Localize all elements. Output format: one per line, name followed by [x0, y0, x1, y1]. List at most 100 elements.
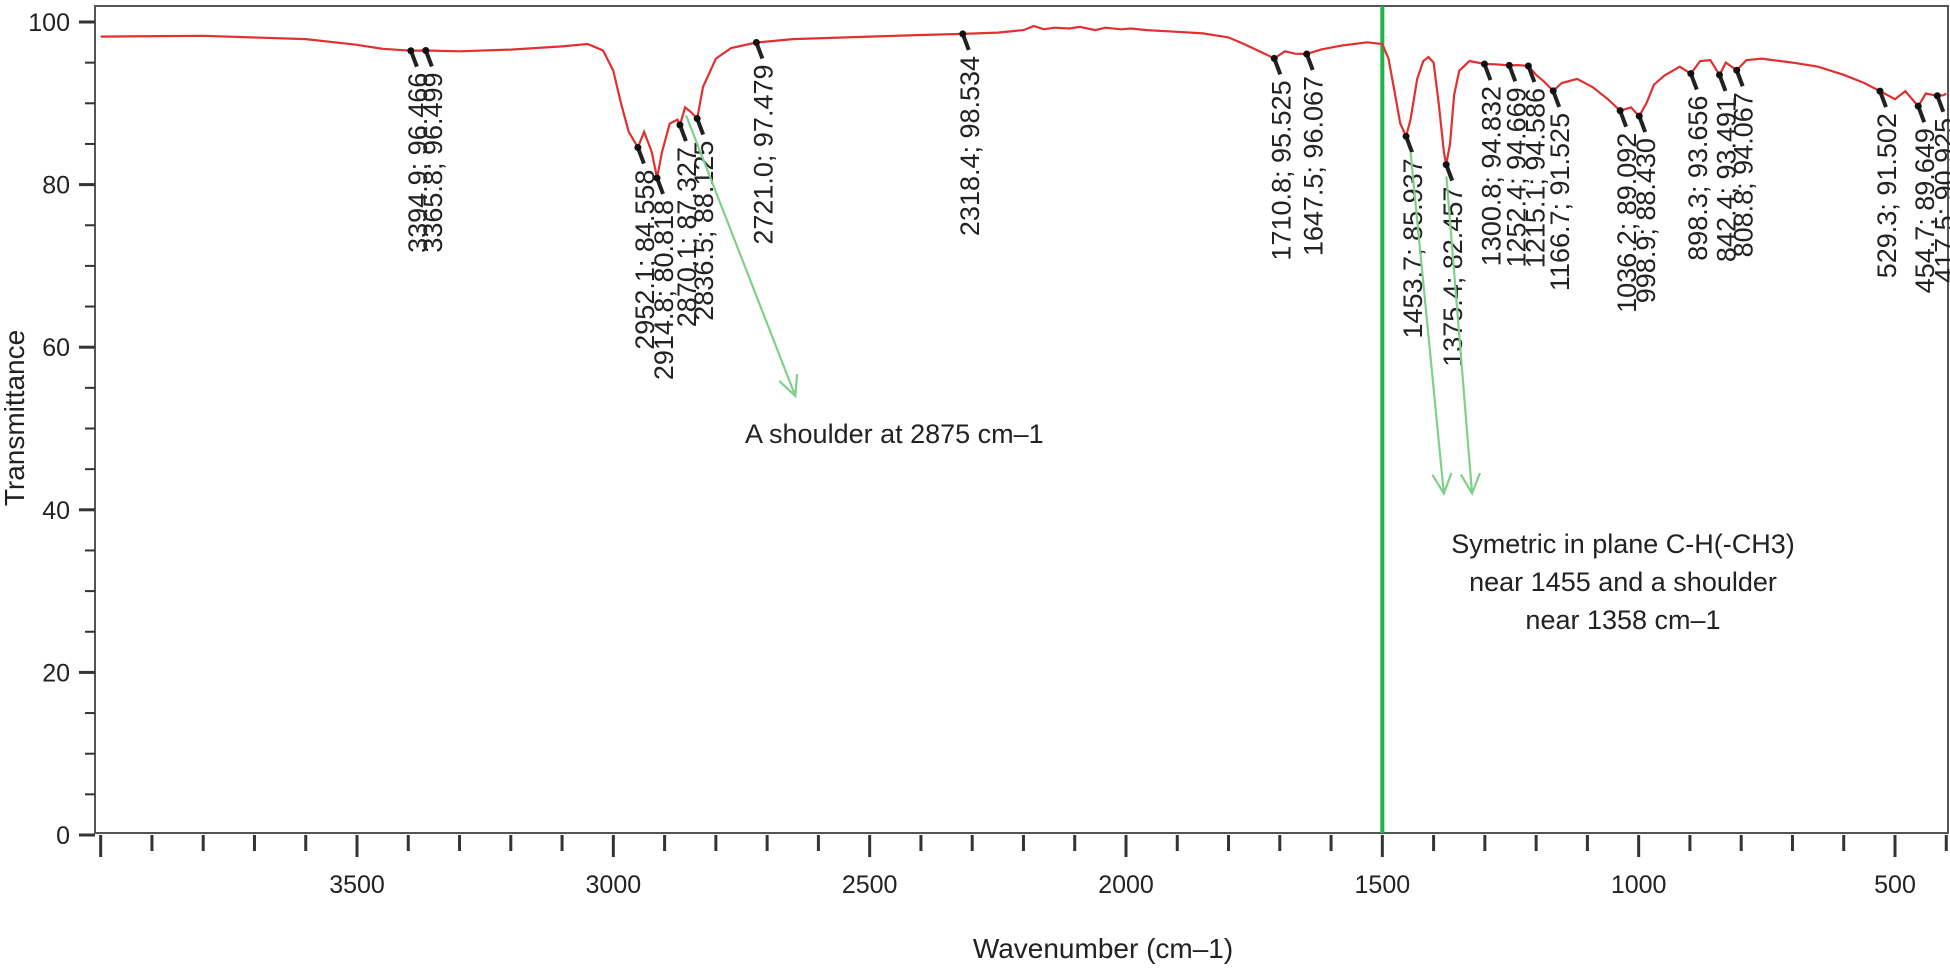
peak-dot	[1402, 132, 1410, 140]
peak-label: 842.4; 93.491	[1711, 97, 1741, 262]
peak-dot	[1549, 87, 1557, 95]
spectrum-line	[100, 24, 1947, 179]
x-tick-label: 1000	[1611, 871, 1667, 899]
peak-label: 454.7; 89.649	[1910, 128, 1940, 293]
peak-dot	[1914, 102, 1922, 110]
y-tick-label: 20	[42, 659, 70, 687]
peak-marker: 3394.9; 96.466	[403, 47, 433, 253]
peak-label: 2721.0; 97.479	[748, 64, 778, 244]
peak-label: 3394.9; 96.466	[403, 73, 433, 253]
peak-label: 2836.5; 88.125	[689, 141, 719, 321]
peak-marker: 1215.1; 94.586	[1520, 62, 1550, 268]
peak-dot	[1616, 107, 1624, 115]
axis-ticks	[79, 20, 1948, 857]
peak-marker: 1252.4; 94.669	[1501, 61, 1531, 268]
peak-label: 2914.8; 80.818	[649, 200, 679, 380]
peak-marker: 417.5; 90.925	[1929, 92, 1950, 283]
peak-marker: 454.7; 89.649	[1910, 102, 1940, 293]
x-tick-label: 2000	[1098, 871, 1154, 899]
peak-marker: 2318.4; 98.534	[955, 30, 985, 236]
peak-marker: 1647.5; 96.067	[1299, 50, 1329, 256]
x-tick-label: 1500	[1355, 871, 1411, 899]
peak-label: 1215.1; 94.586	[1520, 88, 1550, 268]
peak-marker: 3365.8; 96.499	[418, 46, 448, 253]
arrow-shaft	[1445, 176, 1474, 494]
peak-label: 1375.4; 82.457	[1438, 187, 1468, 367]
peak-label: 1036.2; 89.092	[1612, 133, 1642, 313]
peak-dot	[422, 46, 430, 54]
peak-dot	[1505, 61, 1513, 69]
peak-dot	[1933, 92, 1941, 100]
annotation-shoulder-2875-line-1: A shoulder at 2875 cm–1	[745, 419, 1044, 449]
peak-label: 417.5; 90.925	[1929, 118, 1950, 283]
peak-marker: 2952.1; 84.558	[630, 144, 660, 350]
peak-marker: 2914.8; 80.818	[649, 174, 679, 380]
peak-marker: 1375.4; 82.457	[1438, 161, 1468, 367]
peak-marker: 1166.7; 91.525	[1545, 87, 1575, 291]
peak-dot	[653, 174, 661, 182]
plot-frame	[94, 5, 1949, 834]
arrow-shaft	[1409, 151, 1445, 494]
annotation-ch3-bend-line-3: near 1358 cm–1	[1525, 605, 1720, 635]
annotation-arrow	[1409, 151, 1453, 497]
y-tick-label: 40	[42, 497, 70, 525]
peak-label: 529.3; 91.502	[1872, 113, 1902, 278]
arrow-head	[1431, 472, 1453, 497]
peak-marker: 842.4; 93.491	[1711, 71, 1741, 262]
peak-marker: 808.8; 94.067	[1729, 66, 1759, 257]
arrow-head	[778, 373, 799, 399]
annotation-arrow	[1445, 176, 1482, 497]
peak-marker: 529.3; 91.502	[1872, 87, 1902, 278]
x-tick-label: 3000	[586, 871, 642, 899]
peak-marker: 2721.0; 97.479	[748, 38, 778, 245]
peak-dot	[1442, 161, 1450, 169]
peak-dot	[1524, 62, 1532, 70]
y-tick-labels: 0 20 40 60 80 100	[28, 9, 70, 850]
peak-dot	[752, 38, 760, 46]
peak-dot	[407, 47, 415, 55]
peak-label: 1166.7; 91.525	[1545, 113, 1575, 291]
x-tick-label: 3500	[329, 871, 385, 899]
peak-dot	[1270, 54, 1278, 62]
peak-label: 1710.8; 95.525	[1266, 80, 1296, 260]
peak-dot	[1715, 71, 1723, 79]
peak-dot	[1635, 112, 1643, 120]
peak-label: 2318.4; 98.534	[955, 56, 985, 236]
peak-marker: 898.3; 93.656	[1683, 70, 1713, 261]
peak-marker: 2870.1; 87.327	[672, 121, 702, 327]
annotation-ch3-bend-line-1: Symetric in plane C-H(-CH3)	[1451, 529, 1795, 559]
peak-dot	[1733, 66, 1741, 74]
peak-dot	[1480, 60, 1488, 68]
annotation-arrows	[685, 115, 1482, 497]
peak-marker: 2836.5; 88.125	[689, 115, 719, 321]
x-tick-label: 500	[1874, 871, 1916, 899]
peak-label: 998.9; 88.430	[1631, 138, 1661, 303]
peak-label: 898.3; 93.656	[1683, 96, 1713, 261]
arrow-head	[1459, 472, 1482, 497]
arrow-shaft	[685, 115, 797, 397]
peak-label: 3365.8; 96.499	[418, 72, 448, 252]
peak-marker: 1710.8; 95.525	[1266, 54, 1296, 261]
peak-label: 2952.1; 84.558	[630, 170, 660, 350]
y-tick-label: 100	[28, 9, 70, 37]
y-tick-label: 80	[42, 172, 70, 200]
x-tick-labels: 3500 3000 2500 2000 1500 1000 500	[329, 871, 1916, 899]
y-tick-label: 60	[42, 334, 70, 362]
peak-marker: 1036.2; 89.092	[1612, 107, 1642, 313]
peak-label: 808.8; 94.067	[1729, 92, 1759, 257]
y-axis-title: Transmittance	[0, 330, 30, 506]
y-tick-label: 0	[56, 822, 70, 850]
annotation-ch3-bend-line-2: near 1455 and a shoulder	[1469, 567, 1777, 597]
peak-dot	[634, 144, 642, 152]
peak-marker: 1453.7; 85.937	[1398, 132, 1428, 339]
peak-label: 1647.5; 96.067	[1299, 76, 1329, 256]
peak-marker: 1300.8; 94.832	[1476, 60, 1506, 266]
peak-label: 1300.8; 94.832	[1476, 86, 1506, 266]
x-tick-label: 2500	[842, 871, 898, 899]
peak-dot	[1687, 70, 1695, 78]
peak-dot	[959, 30, 967, 38]
peak-dot	[676, 121, 684, 129]
annotation-arrow	[685, 115, 799, 399]
